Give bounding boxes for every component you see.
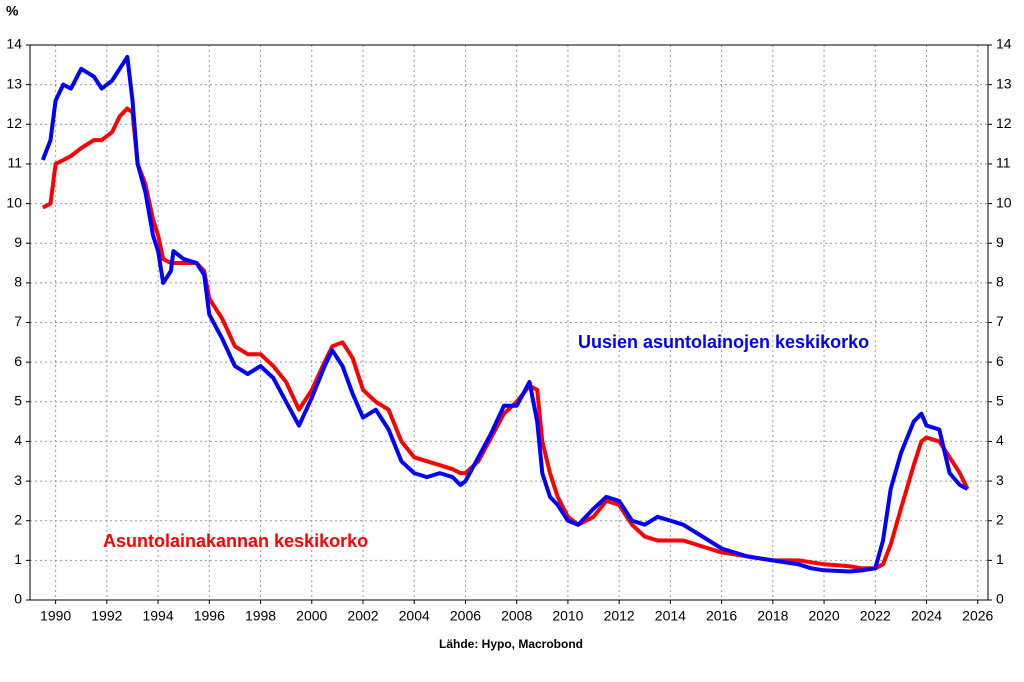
y-tick-label: 3 xyxy=(14,472,22,488)
y2-tick-label: 8 xyxy=(996,274,1004,290)
y2-tick-label: 13 xyxy=(996,75,1012,91)
y2-tick-label: 11 xyxy=(996,155,1011,171)
x-tick-label: 2022 xyxy=(860,608,891,624)
x-tick-label: 1996 xyxy=(194,608,225,624)
y2-tick-label: 12 xyxy=(996,115,1012,131)
y-tick-label: 7 xyxy=(14,313,22,329)
y2-tick-label: 3 xyxy=(996,472,1004,488)
x-tick-label: 1998 xyxy=(245,608,276,624)
y-tick-label: 4 xyxy=(14,432,22,448)
y-tick-label: 8 xyxy=(14,274,22,290)
y-tick-label: 10 xyxy=(6,194,22,210)
y2-tick-label: 10 xyxy=(996,194,1012,210)
plot-frame xyxy=(29,44,989,601)
x-tick-label: 2024 xyxy=(911,608,942,624)
y2-tick-label: 5 xyxy=(996,392,1004,408)
y2-tick-label: 2 xyxy=(996,511,1004,527)
x-tick-label: 2020 xyxy=(808,608,839,624)
x-tick-label: 2006 xyxy=(450,608,481,624)
y-tick-label: 1 xyxy=(14,551,22,567)
y-tick-label: 2 xyxy=(14,511,22,527)
x-tick-label: 1994 xyxy=(142,608,173,624)
y2-tick-label: 6 xyxy=(996,353,1004,369)
x-tick-label: 2012 xyxy=(604,608,635,624)
y-tick-label: 0 xyxy=(14,591,22,607)
y2-tick-label: 7 xyxy=(996,313,1004,329)
x-tick-label: 2010 xyxy=(552,608,583,624)
y2-tick-label: 0 xyxy=(996,591,1004,607)
x-tick-label: 2002 xyxy=(347,608,378,624)
y-tick-label: 14 xyxy=(6,36,22,52)
y2-tick-label: 14 xyxy=(996,36,1012,52)
x-tick-label: 2000 xyxy=(296,608,327,624)
x-tick-label: 2016 xyxy=(706,608,737,624)
y-tick-label: 5 xyxy=(14,392,22,408)
x-tick-label: 2004 xyxy=(399,608,430,624)
x-tick-label: 2018 xyxy=(757,608,788,624)
series-label: Uusien asuntolainojen keskikorko xyxy=(578,332,869,352)
y2-tick-label: 9 xyxy=(996,234,1004,250)
y-tick-label: 12 xyxy=(6,115,22,131)
y2-tick-label: 4 xyxy=(996,432,1004,448)
y-tick-label: 11 xyxy=(7,155,22,171)
y-tick-label: 13 xyxy=(6,75,22,91)
source: Lähde: Hypo, Macrobond xyxy=(439,637,583,651)
y-tick-label: 9 xyxy=(14,234,22,250)
x-tick-label: 2008 xyxy=(501,608,532,624)
series-label: Asuntolainakannan keskikorko xyxy=(103,531,368,551)
x-tick-label: 2014 xyxy=(655,608,686,624)
x-tick-label: 1992 xyxy=(91,608,122,624)
y2-tick-label: 1 xyxy=(996,551,1004,567)
series-line xyxy=(40,54,969,574)
x-tick-label: 1990 xyxy=(40,608,71,624)
y-tick-label: 6 xyxy=(14,353,22,369)
y-unit: % xyxy=(6,3,19,19)
series-line xyxy=(41,106,970,571)
x-tick-label: 2026 xyxy=(962,608,993,624)
